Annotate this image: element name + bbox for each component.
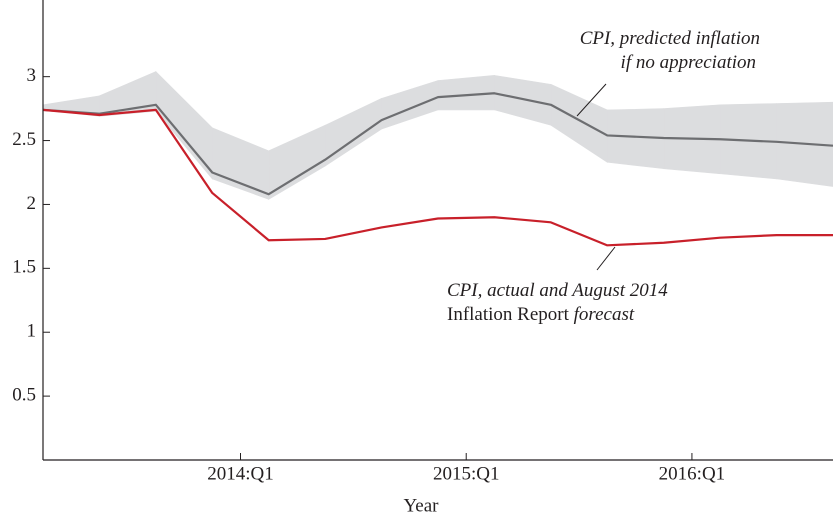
annotation: Inflation Report forecast	[447, 304, 635, 325]
series-line	[42, 108, 833, 247]
forecast-band	[437, 75, 495, 111]
x-axis-label: Year	[403, 495, 439, 516]
y-tick-label: 2	[27, 193, 37, 214]
annotation-leader	[596, 246, 616, 271]
forecast-band	[381, 80, 439, 130]
annotation: CPI, predicted inflation	[580, 28, 760, 49]
y-tick-label: 2.5	[12, 129, 36, 150]
annotation-leader	[576, 83, 607, 117]
series-line	[42, 92, 833, 196]
annotation-line: CPI, actual and August 2014	[447, 280, 668, 301]
annotation: if no appreciation	[621, 52, 756, 73]
plot-area	[42, 70, 833, 247]
y-tick-label: 1	[27, 321, 37, 342]
x-tick-label: 2014:Q1	[207, 463, 274, 484]
y-tick-label: 0.5	[12, 384, 36, 405]
y-tick-label: 1.5	[12, 257, 36, 278]
forecast-band	[324, 97, 382, 167]
annotation-line: if no appreciation	[621, 52, 756, 73]
annotation: CPI, actual and August 2014	[447, 280, 668, 301]
x-tick-label: 2015:Q1	[433, 463, 500, 484]
annotation-line: forecast	[574, 304, 635, 325]
x-tick-label: 2016:Q1	[659, 463, 726, 484]
annotation-line: CPI, predicted inflation	[580, 28, 760, 49]
forecast-band	[550, 83, 608, 163]
y-tick-label: 3	[27, 65, 37, 86]
annotation-line: Inflation Report	[447, 304, 570, 325]
forecast-band	[211, 127, 270, 200]
forecast-band	[494, 75, 552, 126]
